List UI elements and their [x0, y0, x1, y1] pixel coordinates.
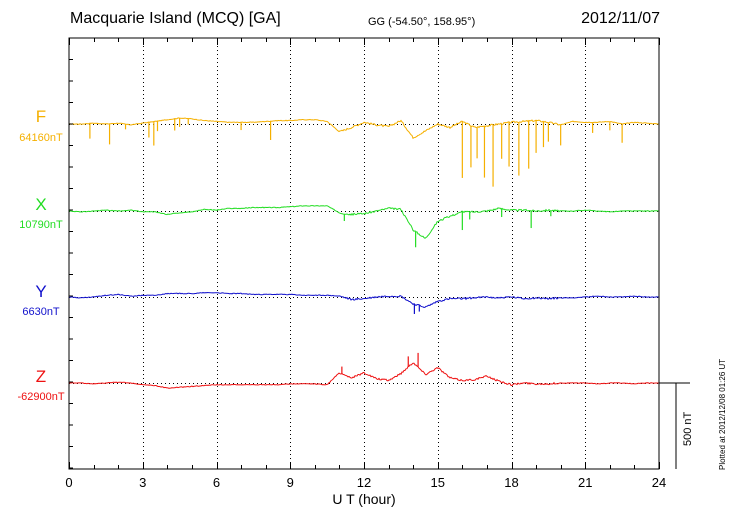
x-tick-label: 24	[652, 475, 666, 490]
x-tick-label: 15	[431, 475, 445, 490]
plot-date: 2012/11/07	[581, 10, 660, 27]
x-tick-label: 9	[287, 475, 294, 490]
series-baseline-z: -62900nT	[17, 391, 65, 403]
series-baseline-x: 10790nT	[19, 219, 63, 231]
x-tick-label: 3	[139, 475, 146, 490]
scale-bar-label: 500 nT	[682, 411, 694, 446]
series-line-y	[68, 291, 660, 309]
series-name-z: Z	[35, 367, 47, 386]
x-tick-label: 12	[357, 475, 371, 490]
x-tick-label: 18	[504, 475, 518, 490]
series-name-x: X	[35, 195, 47, 214]
station-title: Macquarie Island (MCQ) [GA]	[70, 10, 281, 27]
scale-bar: 500 nT	[659, 382, 694, 469]
x-axis-label: U T (hour)	[332, 491, 395, 507]
x-tick-label: 6	[213, 475, 220, 490]
x-tick-label: 21	[578, 475, 592, 490]
series-line-x	[68, 205, 660, 239]
series-line-z	[68, 362, 660, 389]
x-ticks: 0 3 6 9 12 15 18 21 24	[65, 38, 666, 490]
series-name-f: F	[35, 107, 47, 126]
grid	[69, 38, 659, 469]
series-baseline-y: 6630nT	[22, 306, 60, 318]
series-lines	[68, 117, 660, 389]
x-tick-label: 0	[65, 475, 72, 490]
station-coordinates: GG (-54.50°, 158.95°)	[368, 16, 476, 28]
series-baseline-f: 64160nT	[19, 132, 63, 144]
series-name-y: Y	[35, 282, 47, 301]
plotted-timestamp: Plotted at 2012/12/08 01:26 UT	[718, 358, 727, 470]
series-line-f	[69, 117, 660, 140]
